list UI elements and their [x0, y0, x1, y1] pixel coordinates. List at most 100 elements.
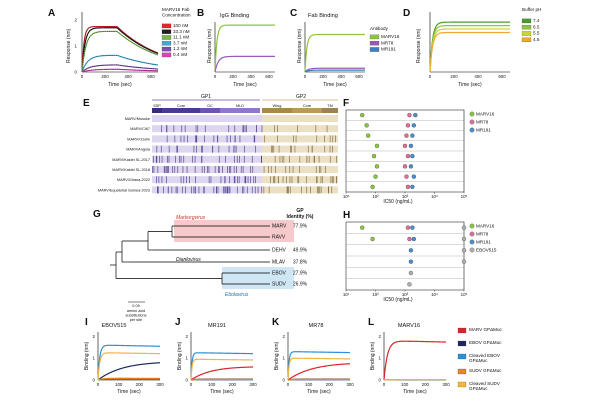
alignment-variant [201, 145, 202, 153]
panel-c-legend-swatch-1 [369, 40, 380, 46]
panel-l-ylabel: Binding (nm) [370, 342, 376, 371]
alignment-gp1-2 [152, 135, 262, 143]
panel-j-xtick-1: 100 [208, 382, 216, 387]
alignment-variant [181, 125, 183, 133]
alignment-variant [156, 155, 158, 163]
panel-a-series-33-3-nm [81, 27, 159, 73]
panel-a-legend-label-4: 1.2 nM [173, 46, 187, 51]
leaf-name-2: DEHV [272, 248, 287, 254]
alignment-variant [168, 155, 170, 163]
domain-label-4: Wing [273, 104, 282, 108]
panel-e-gp2: GP2 [296, 94, 306, 100]
panel-c-xtick-0: 0 [304, 74, 307, 79]
alignment-variant [332, 176, 334, 184]
panel-l-xtick-3: 300 [442, 382, 450, 387]
panel-i-xtick-2: 200 [136, 382, 144, 387]
panel-j-xlabel: Time (sec) [210, 389, 234, 395]
panel-i-title: EBOV515 [102, 323, 127, 329]
alignment-gp2-6 [262, 176, 338, 184]
alignment-variant [329, 135, 331, 143]
panel-d-xtick-3: 600 [498, 74, 506, 79]
panel-f-plot: 10¹ 10² 10³ 10⁴ 10⁵ [343, 109, 468, 199]
alignment-variant [182, 186, 183, 194]
alignment-gp1-7 [152, 186, 262, 194]
alignment-variant [289, 176, 291, 184]
alignment-row-label-2: MARV/Ozolin [127, 137, 150, 141]
panel-h-dot-mr191 [411, 236, 417, 242]
phylo-leaves: MARV 77.9% RAVV DEHV 49.9% MLAV 37.8% EBOV 27.9%… [272, 224, 308, 288]
alignment-variant [320, 186, 322, 194]
alignment-variant [158, 176, 160, 184]
alignment-variant [202, 145, 203, 153]
alignment-variant [320, 176, 322, 184]
alignment-variant [291, 176, 293, 184]
alignment-variant [297, 125, 298, 133]
panel-d-legend-label-0: 7.4 [533, 18, 540, 23]
panel-k-xtick-1: 100 [305, 382, 313, 387]
panel-b-xtick-1: 200 [229, 74, 237, 79]
alignment-variant [278, 145, 280, 153]
alignment-variant [176, 145, 178, 153]
alignment-variant [160, 145, 162, 153]
leaf-name-4: EBOV [272, 271, 287, 277]
alignment-variant [317, 186, 318, 194]
panel-f-dot-mr191 [410, 153, 415, 159]
panel-f-xtick-1: 10² [372, 194, 379, 199]
panel-j: J MR191 0 1 2 0 100 200 300 Time (sec) Binding (… [175, 317, 257, 395]
alignment-variant [289, 155, 290, 163]
panel-a-xlabel: Time (sec) [108, 82, 132, 88]
leaf-identity-0: 77.9% [293, 224, 308, 230]
alignment-variant [261, 155, 262, 163]
alignment-variant [236, 186, 238, 194]
alignment-variant [320, 166, 322, 173]
alignment-variant [186, 166, 188, 173]
panel-h-legend-marker-3 [469, 247, 475, 253]
alignment-variant [198, 186, 200, 194]
panel-f-dot-mr78 [402, 143, 408, 149]
panel-h-legend-marker-0 [469, 223, 475, 229]
panel-c-legend-swatch-0 [369, 34, 380, 40]
alignment-gp2-1 [262, 125, 338, 133]
alignment-variant [234, 135, 236, 143]
alignment-variant [239, 135, 241, 143]
ebola-highlight [222, 267, 294, 289]
alignment-variant [183, 155, 185, 163]
scale-value: 0.09 [132, 304, 139, 308]
panel-h-dot-mr78 [407, 236, 412, 242]
alignment-variant [208, 166, 210, 173]
panel-c: C Fab Binding Response (nm) 0 200 400 60… [290, 8, 400, 88]
panel-k-ytick-1: 1 [283, 356, 286, 361]
panel-f-dot-mr191 [410, 133, 415, 138]
alignment-variant [301, 186, 302, 194]
alignment-variant [195, 135, 196, 143]
alignment-variant [261, 125, 263, 133]
alignment-gp1-1 [152, 125, 262, 133]
panel-a-ytick-0: 0 [75, 70, 78, 75]
panel-k-xlabel: Time (sec) [307, 389, 331, 395]
panel-i-plot: 0 1 2 0 100 200 300 Time (sec) Binding (nm) [84, 332, 164, 395]
panel-l-ytick-0: 0 [379, 378, 382, 383]
alignment-variant [201, 166, 203, 173]
alignment-variant [244, 125, 246, 133]
panel-f-xtick-3: 10⁴ [431, 194, 438, 199]
alignment-variant [176, 186, 178, 194]
alignment-variant [335, 135, 336, 143]
alignment-variant [166, 125, 168, 133]
panel-c-legend-swatch-2 [369, 47, 380, 52]
alignment-variant [233, 166, 235, 173]
alignment-variant [164, 166, 166, 173]
alignment-variant [319, 166, 320, 173]
alignment-row-label-5: MARV/Kakiel SL-2018 [112, 168, 150, 172]
alignment-variant [183, 135, 185, 143]
panel-l-legend-label-0: MARV GPΔMuc [469, 327, 503, 332]
panel-l-legend-label-2: Cleaved EBOV [469, 353, 501, 358]
panel-h-dot-ebov515 [461, 259, 467, 264]
alignment-variant [336, 176, 337, 184]
alignment-variant [229, 166, 230, 173]
panel-a-xtick-2: 400 [124, 74, 132, 79]
alignment-variant [187, 135, 188, 143]
panel-l-xlabel: Time (sec) [403, 389, 427, 395]
panel-d-ylabel: Response (nm) [416, 28, 422, 63]
alignment-variant [273, 145, 275, 153]
panel-a-legend-swatch-2 [161, 35, 172, 40]
